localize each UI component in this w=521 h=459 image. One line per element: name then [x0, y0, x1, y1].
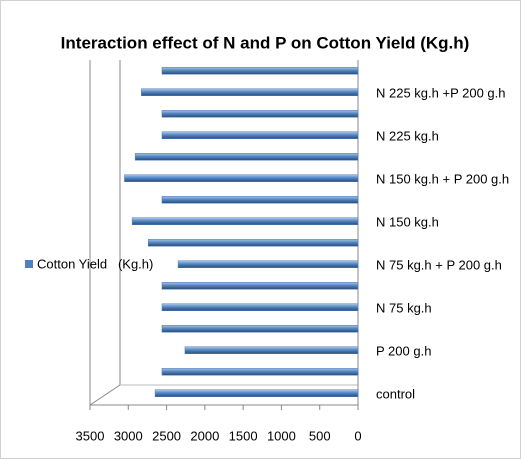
floor-line [89, 384, 121, 406]
bar [141, 88, 359, 96]
bar [184, 346, 359, 354]
x-tick-label: 3000 [114, 428, 143, 443]
y-tick-label: N 150 kg.h [376, 215, 439, 230]
bar [161, 303, 359, 311]
y-tick-label: P 200 g.h [376, 344, 431, 359]
bar [161, 325, 359, 333]
bar [161, 67, 359, 75]
bar [161, 131, 359, 139]
x-tick-label: 1500 [229, 428, 258, 443]
legend-label: Cotton Yield (Kg.h) [37, 256, 153, 271]
y-tick-label: N 75 kg.h + P 200 g.h [376, 258, 502, 273]
bar [134, 153, 359, 161]
x-tick-label: 2000 [190, 428, 219, 443]
bar [147, 239, 359, 247]
bar [154, 389, 359, 397]
x-tick-label: 1000 [267, 428, 296, 443]
x-tick-label: 3500 [76, 428, 105, 443]
chart-title: Interaction effect of N and P on Cotton … [61, 33, 470, 52]
y-tick-label: N 150 kg.h + P 200 g.h [376, 172, 509, 187]
bar [131, 217, 359, 225]
y-tick-label: N 75 kg.h [376, 301, 432, 316]
y-tick-label: control [376, 387, 415, 402]
x-tick-label: 2500 [152, 428, 181, 443]
y-tick-label: N 225 kg.h +P 200 g.h [376, 86, 506, 101]
bar [161, 196, 359, 204]
x-tick-label: 0 [354, 428, 361, 443]
bar [161, 368, 359, 376]
bar [161, 282, 359, 290]
bar [161, 110, 359, 118]
legend-swatch [25, 260, 33, 268]
bar [177, 260, 359, 268]
y-tick-label: N 225 kg.h [376, 129, 439, 144]
bar [124, 174, 359, 182]
x-tick-label: 500 [309, 428, 331, 443]
